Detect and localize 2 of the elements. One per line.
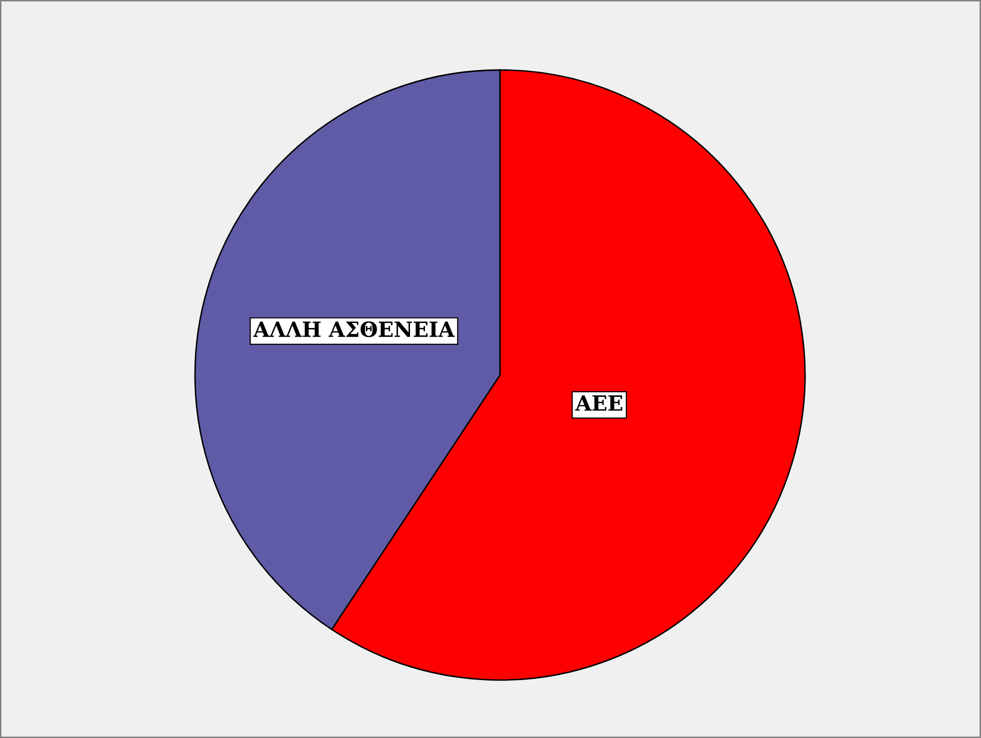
slice-label: ΑΛΛΗ ΑΣΘΕΝΕΙΑ bbox=[253, 321, 455, 338]
slice-label: ΑΕΕ bbox=[575, 395, 622, 411]
